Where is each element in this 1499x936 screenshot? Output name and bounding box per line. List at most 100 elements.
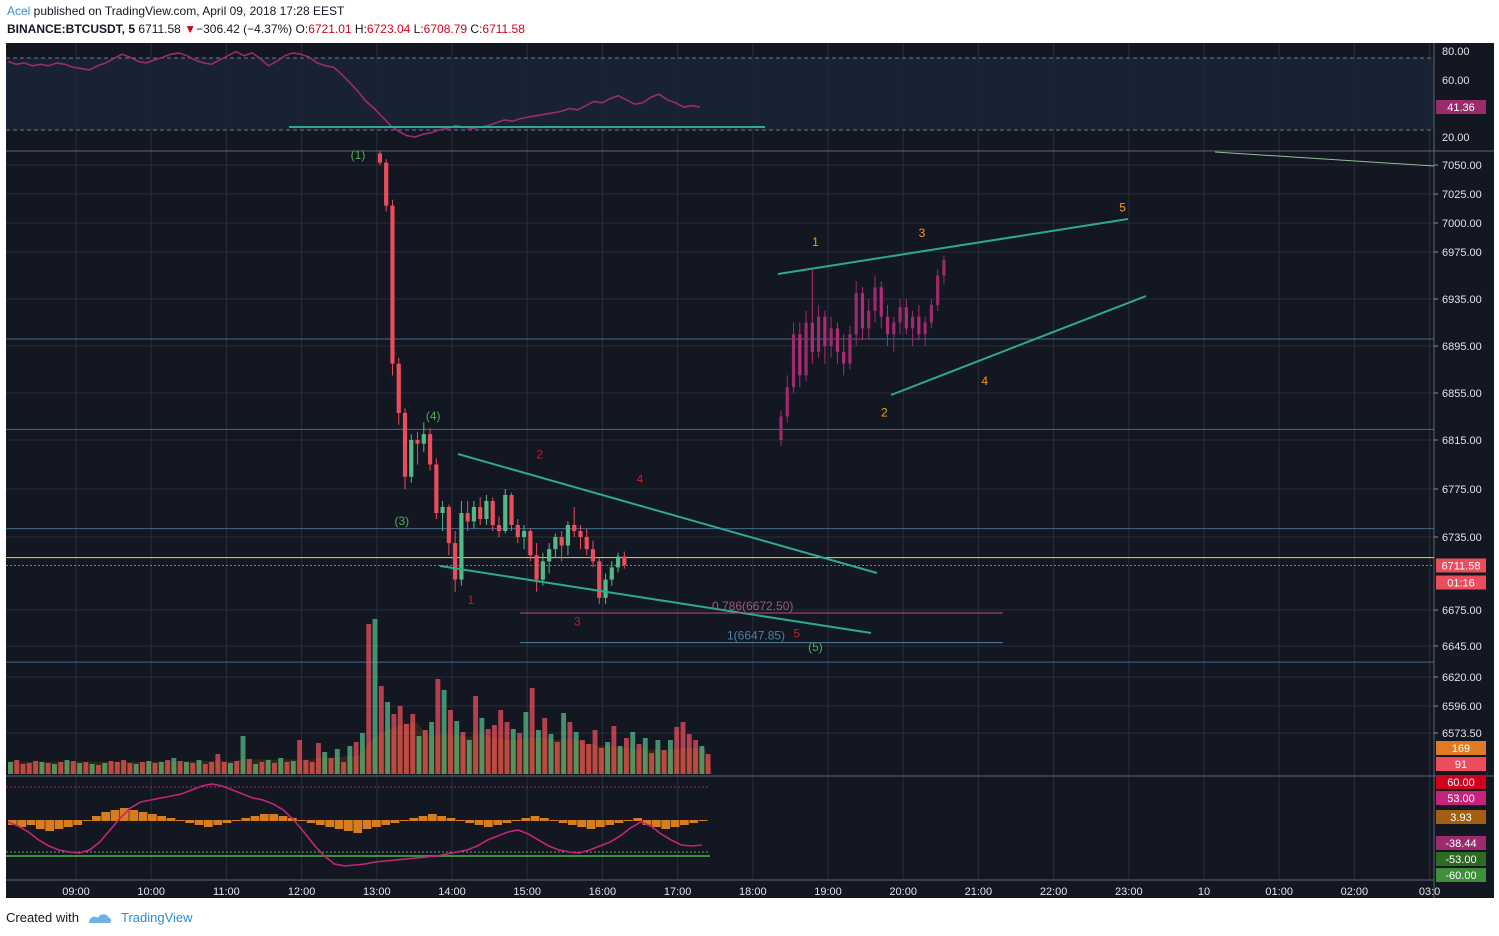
wave-label: 2 (881, 406, 888, 420)
candle-body (917, 316, 921, 335)
wave-label: 1 (467, 593, 474, 607)
osc-histogram-bar (353, 820, 363, 833)
candle-body (409, 440, 414, 477)
price-tick-label: 6675.00 (1442, 605, 1482, 617)
volume-bar (353, 742, 359, 774)
osc-histogram-bar (596, 820, 605, 827)
volume-bar (316, 743, 321, 774)
osc-histogram-bar (92, 816, 101, 821)
volume-bar (567, 722, 573, 774)
symbol-name: BINANCE:BTCUSDT, 5 (7, 22, 136, 36)
volume-bar (699, 746, 705, 774)
osc-histogram-bar (521, 818, 531, 821)
osc-histogram-bar (633, 818, 643, 821)
candle-body (817, 316, 821, 352)
wave-label: 3 (919, 226, 926, 240)
volume-bar (196, 760, 202, 774)
volume-bar (171, 758, 177, 774)
volume-bar (624, 738, 629, 774)
volume-bar (397, 706, 403, 774)
volume-bar (366, 624, 372, 774)
candle-body (848, 334, 852, 364)
rsi-tick-label: 80.00 (1442, 46, 1470, 58)
osc-histogram-bar (148, 814, 157, 821)
volume-bar (422, 730, 428, 774)
candle-body (873, 287, 877, 311)
volume-bar (586, 744, 592, 774)
volume-bar (334, 749, 340, 774)
time-tick-label: 18:00 (739, 886, 767, 898)
volume-bar (517, 733, 523, 774)
candle-body (490, 501, 495, 525)
osc-k-line (7, 783, 702, 867)
osc-histogram-bar (176, 820, 185, 821)
time-tick-label: 22:00 (1040, 886, 1068, 898)
candle-body (810, 322, 814, 352)
rsi-value-badge-background (1436, 100, 1486, 114)
price-tick-label: 6573.50 (1442, 728, 1482, 740)
wave-label: 4 (981, 374, 988, 388)
candle-body (804, 322, 808, 376)
volume-bar (140, 762, 145, 774)
volume-bar (668, 740, 673, 774)
osc-histogram-bar (465, 820, 475, 823)
osc-histogram-bar (213, 820, 223, 825)
volume-bar (441, 690, 447, 774)
osc-histogram-bar (409, 818, 419, 821)
candle-body (942, 260, 946, 276)
last-price: 6711.58 (138, 22, 181, 36)
time-tick-label: 14:00 (438, 886, 466, 898)
volume-bar (202, 764, 208, 774)
osc-53-badge-background (1436, 791, 1486, 805)
volume-bar (83, 762, 89, 774)
price-tick-label: 6645.00 (1442, 641, 1482, 653)
candle-body (597, 561, 602, 598)
time-axis[interactable]: 09:00 10:00 11:00 12:00 13:00 14:00 15:00 16:00… (62, 886, 1440, 898)
volume-bar (636, 744, 642, 774)
price-tick-label: 6935.00 (1442, 294, 1482, 306)
volume-bar (554, 742, 560, 774)
open-label: O: (295, 22, 309, 36)
wave-label: 3 (574, 615, 581, 629)
volume-ma-badge-background (1436, 741, 1486, 755)
volume-bar (542, 718, 548, 774)
candle-body (835, 328, 839, 352)
wave-label: (5) (808, 640, 823, 654)
volume-bar (8, 762, 13, 774)
osc-53-badge: 53.00 (1447, 793, 1475, 805)
price-change: −306.42 (−4.37%) (196, 22, 293, 36)
trend-drawings[interactable]: 0.786(6672.50) 1(6647.85) (439, 218, 1147, 644)
volume-ma-badge: 169 (1452, 743, 1470, 755)
candle-body (390, 205, 395, 364)
last-price-badge: 6711.58 (1442, 560, 1481, 572)
author-link[interactable]: Acel (7, 4, 31, 18)
osc-histogram-bar (222, 820, 232, 823)
last-price-badge-background (1436, 558, 1486, 573)
fib-0786-label: 0.786(6672.50) (712, 599, 793, 613)
wave-labels: (1) (4) (3) (5) 1 2 3 4 5 1 2 3 4 5 (351, 148, 1127, 654)
price-tick-label: 6895.00 (1442, 341, 1482, 353)
osc-histogram-bar (568, 820, 577, 825)
volume-bar (686, 734, 692, 774)
osc-histogram-bar (110, 810, 120, 821)
volume-bar (297, 740, 303, 774)
time-tick-label: 01:00 (1265, 886, 1293, 898)
volume-bar (580, 740, 585, 774)
close-value: 6711.58 (482, 22, 525, 36)
tradingview-brand-link[interactable]: TradingView (120, 910, 193, 925)
candle-body (521, 531, 527, 537)
price-axis[interactable]: 7050.00 7025.00 7000.00 6975.00 6935.00 6895.… (1434, 46, 1486, 882)
osc-histogram-bar (670, 820, 680, 827)
volume-bar (58, 762, 64, 774)
volume-bar (416, 736, 422, 774)
oscillator-panel (6, 783, 710, 867)
high-label: H: (354, 22, 367, 36)
candle-body (503, 495, 508, 531)
volume-bar (372, 619, 378, 774)
osc-histogram-bar (250, 816, 260, 821)
volume-bar (209, 762, 215, 774)
candle-body (879, 287, 883, 317)
osc-histogram-bar (334, 820, 344, 829)
osc-histogram-bar (558, 820, 568, 823)
